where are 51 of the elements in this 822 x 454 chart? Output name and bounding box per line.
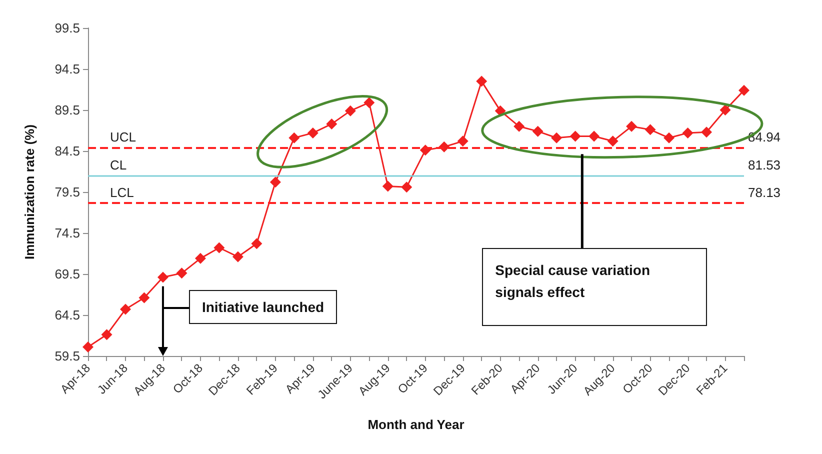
point [401,182,412,193]
point [101,329,112,340]
point [514,120,525,132]
point [457,136,468,147]
point [326,118,338,130]
point [607,136,618,147]
point [476,76,488,87]
y-tick-label: 79.5 [54,184,80,200]
point [682,127,694,138]
point [194,252,206,264]
point [232,251,244,262]
ref-line-label: LCL [110,185,134,200]
point [307,127,318,138]
annotation: Initiative launched [188,290,338,324]
point [138,292,150,304]
y-tick-label: 94.5 [54,62,80,76]
point [701,126,712,138]
y-tick-label: 69.5 [54,266,80,282]
point [82,341,94,352]
y-tick-label: 99.5 [54,20,80,36]
text: 78.13 [748,185,781,200]
point [644,124,656,136]
y-tick-label: 74.5 [54,226,80,240]
point [344,105,356,116]
point [364,97,375,108]
text: 81.53 [748,157,781,172]
point [532,126,544,137]
point [720,104,731,116]
ref-line-label: UCL [110,129,136,144]
y-tick-label: 64.5 [54,308,80,322]
point [664,132,675,144]
point [251,238,262,250]
point [588,130,600,142]
y-axis-title: Immunization rate (%) [22,124,37,260]
point [270,176,281,188]
point [738,84,750,96]
point [382,180,394,192]
point [288,132,300,144]
y-tick-label: 84.5 [54,144,80,158]
point [157,272,168,283]
y-tick-label: 89.5 [54,102,80,118]
point [214,242,225,254]
annotation: Special cause variation signals effect [482,248,708,326]
y-tick-label: 59.5 [54,348,80,364]
point [551,132,562,144]
point [120,304,131,315]
point [176,268,188,279]
point [626,120,638,132]
point [570,130,581,142]
ref-line-label: CL [110,157,127,172]
x-axis-title: Month and Year [368,417,464,432]
